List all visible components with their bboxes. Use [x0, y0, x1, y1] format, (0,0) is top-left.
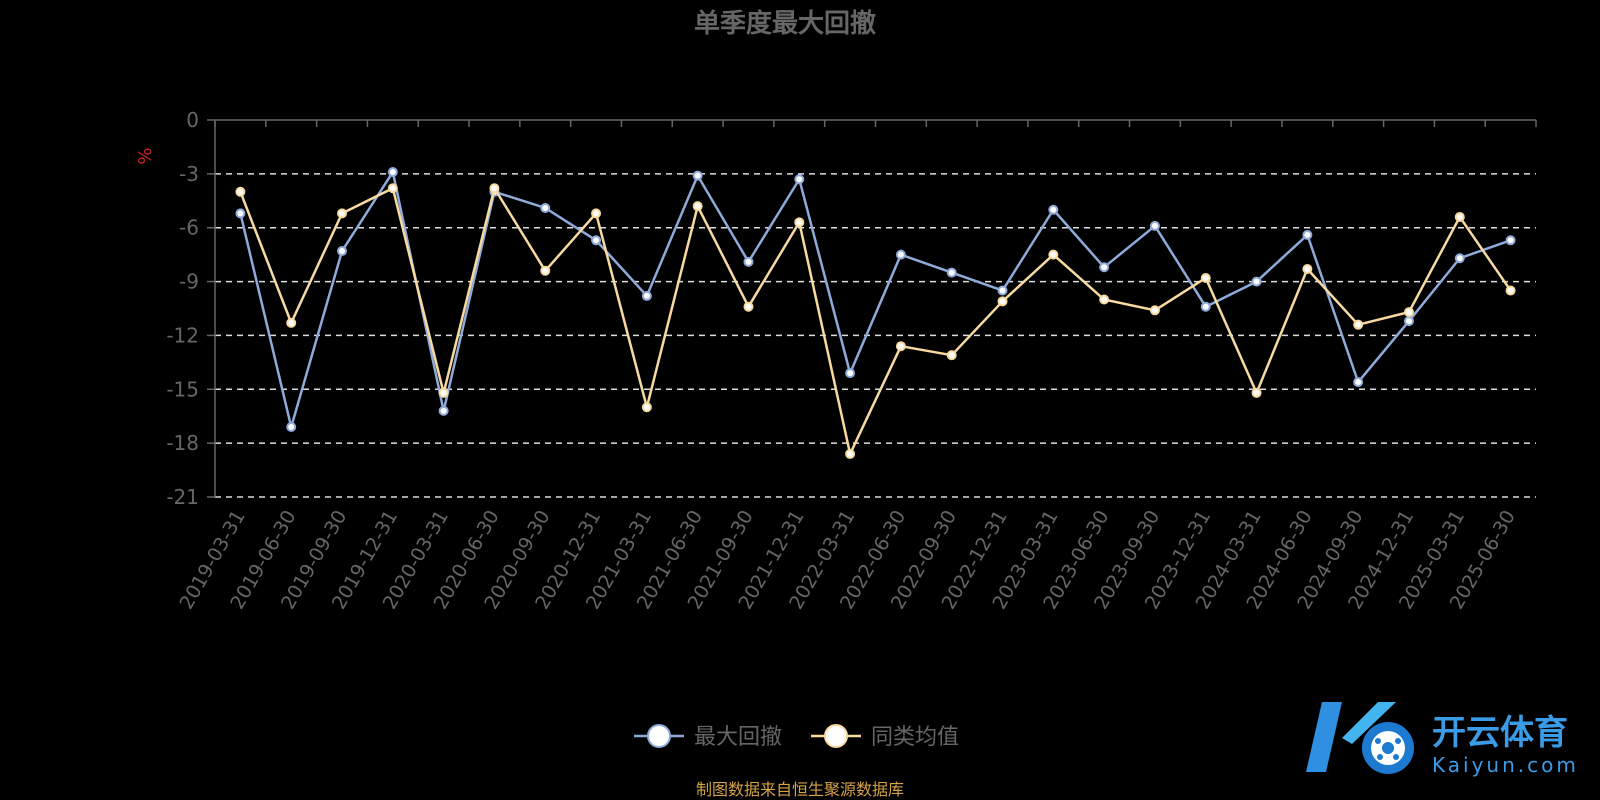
data-point-series-0 [1149, 220, 1160, 231]
data-point-series-1 [1251, 387, 1262, 398]
data-point-series-1 [1403, 307, 1414, 318]
data-point-series-0 [337, 246, 348, 257]
data-point-series-1 [1302, 264, 1313, 275]
data-point-series-0 [387, 167, 398, 178]
y-tick-label: 0 [186, 108, 199, 132]
brand-name-cn: 开云体育 [1432, 713, 1568, 753]
data-point-series-0 [895, 249, 906, 260]
data-point-series-0 [641, 290, 652, 301]
y-tick-label: -18 [166, 431, 199, 455]
y-tick-label: -15 [166, 377, 199, 401]
data-point-series-0 [540, 202, 551, 213]
data-point-series-1 [1505, 285, 1516, 296]
data-point-series-1 [591, 208, 602, 219]
data-point-series-1 [845, 448, 856, 459]
legend-item-peer-average[interactable]: 同类均值 [811, 724, 959, 750]
data-point-series-0 [438, 405, 449, 416]
data-point-series-0 [997, 285, 1008, 296]
y-axis-label: % [135, 147, 156, 164]
data-point-series-1 [438, 387, 449, 398]
data-point-series-1 [997, 296, 1008, 307]
data-point-series-0 [743, 256, 754, 267]
legend-item-max-drawdown[interactable]: 最大回撤 [634, 724, 782, 750]
y-tick-label: -6 [179, 216, 199, 240]
data-point-series-0 [1200, 301, 1211, 312]
grid-lines [215, 173, 1536, 498]
series-lines [235, 167, 1516, 459]
axes [207, 119, 1537, 498]
data-point-series-0 [1099, 262, 1110, 273]
data-point-series-1 [540, 265, 551, 276]
data-point-series-1 [692, 201, 703, 212]
legend-label-peer-average: 同类均值 [871, 725, 959, 750]
data-point-series-0 [1454, 253, 1465, 264]
data-point-series-1 [1353, 319, 1364, 330]
data-point-series-0 [1251, 276, 1262, 287]
y-tick-label: -12 [166, 323, 199, 347]
brand-watermark: 开云体育 Kaiyun.com [1306, 702, 1579, 777]
data-point-series-1 [895, 341, 906, 352]
data-point-series-0 [1048, 204, 1059, 215]
data-point-series-1 [1454, 211, 1465, 222]
chart-title: 单季度最大回撤 [694, 8, 876, 39]
legend-label-max-drawdown: 最大回撤 [694, 725, 782, 750]
y-tick-label: -3 [179, 162, 199, 186]
legend: 最大回撤 同类均值 [634, 724, 959, 750]
y-tick-label: -21 [166, 485, 199, 509]
data-point-series-0 [845, 368, 856, 379]
data-point-series-1 [794, 217, 805, 228]
series-line-1 [239, 186, 1512, 456]
data-point-series-1 [946, 350, 957, 361]
x-tick-labels: 2019-03-312019-06-302019-09-302019-12-31… [175, 507, 1519, 614]
data-point-series-0 [1302, 229, 1313, 240]
data-point-series-0 [1505, 235, 1516, 246]
legend-marker-peer-average [824, 724, 848, 748]
y-tick-label: -9 [179, 270, 199, 294]
data-point-series-0 [794, 174, 805, 185]
brand-logo-icon [1306, 702, 1414, 774]
data-point-series-1 [387, 183, 398, 194]
data-point-series-1 [1200, 272, 1211, 283]
y-tick-labels: 0 -3 -6 -9 -12 -15 -18 -21 [166, 108, 199, 509]
data-point-series-0 [1403, 316, 1414, 327]
data-source-note: 制图数据来自恒生聚源数据库 [696, 780, 904, 799]
data-point-series-1 [641, 402, 652, 413]
data-point-series-0 [946, 267, 957, 278]
data-point-series-1 [286, 317, 297, 328]
legend-marker-max-drawdown [647, 724, 671, 748]
data-point-series-0 [235, 208, 246, 219]
data-point-series-1 [337, 208, 348, 219]
data-point-series-0 [591, 235, 602, 246]
data-point-series-1 [1099, 294, 1110, 305]
series-line-0 [239, 170, 1512, 429]
brand-name-en: Kaiyun.com [1432, 753, 1579, 777]
data-point-series-1 [1149, 305, 1160, 316]
data-point-series-0 [286, 421, 297, 432]
data-point-series-0 [1353, 377, 1364, 388]
data-point-series-1 [1048, 249, 1059, 260]
data-point-series-1 [235, 186, 246, 197]
data-point-series-0 [692, 170, 703, 181]
data-point-series-1 [489, 183, 500, 194]
data-point-series-1 [743, 301, 754, 312]
